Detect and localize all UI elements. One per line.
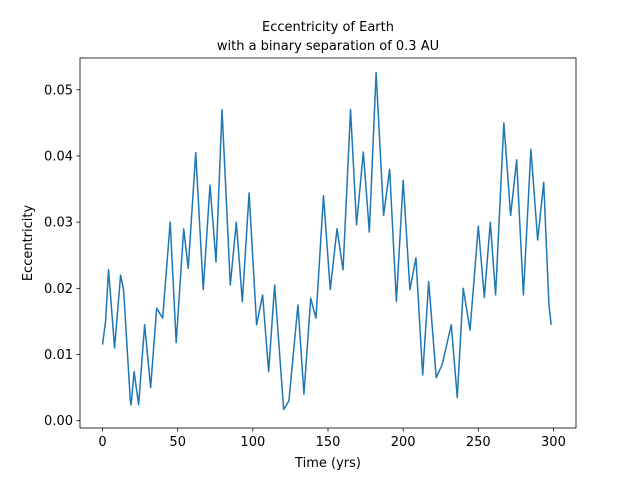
x-tick-label: 100	[240, 435, 265, 450]
x-tick-label: 200	[391, 435, 416, 450]
chart-subtitle: with a binary separation of 0.3 AU	[217, 39, 439, 54]
y-tick-label: 0.04	[44, 149, 73, 164]
x-axis-label: Time (yrs)	[294, 456, 361, 471]
y-tick-label: 0.00	[44, 414, 73, 429]
y-tick-label: 0.05	[44, 83, 73, 98]
x-tick-label: 0	[98, 435, 106, 450]
chart-title: Eccentricity of Earth	[262, 20, 394, 35]
x-tick-label: 150	[316, 435, 341, 450]
y-axis-label: Eccentricity	[21, 205, 36, 282]
data-line	[101, 71, 552, 411]
x-tick-label: 300	[541, 435, 566, 450]
y-tick-label: 0.03	[44, 216, 73, 231]
plot-frame	[79, 57, 577, 429]
y-tick-label: 0.02	[44, 282, 73, 297]
x-tick-label: 50	[169, 435, 186, 450]
x-tick-label: 250	[466, 435, 491, 450]
y-tick-label: 0.01	[44, 348, 73, 363]
